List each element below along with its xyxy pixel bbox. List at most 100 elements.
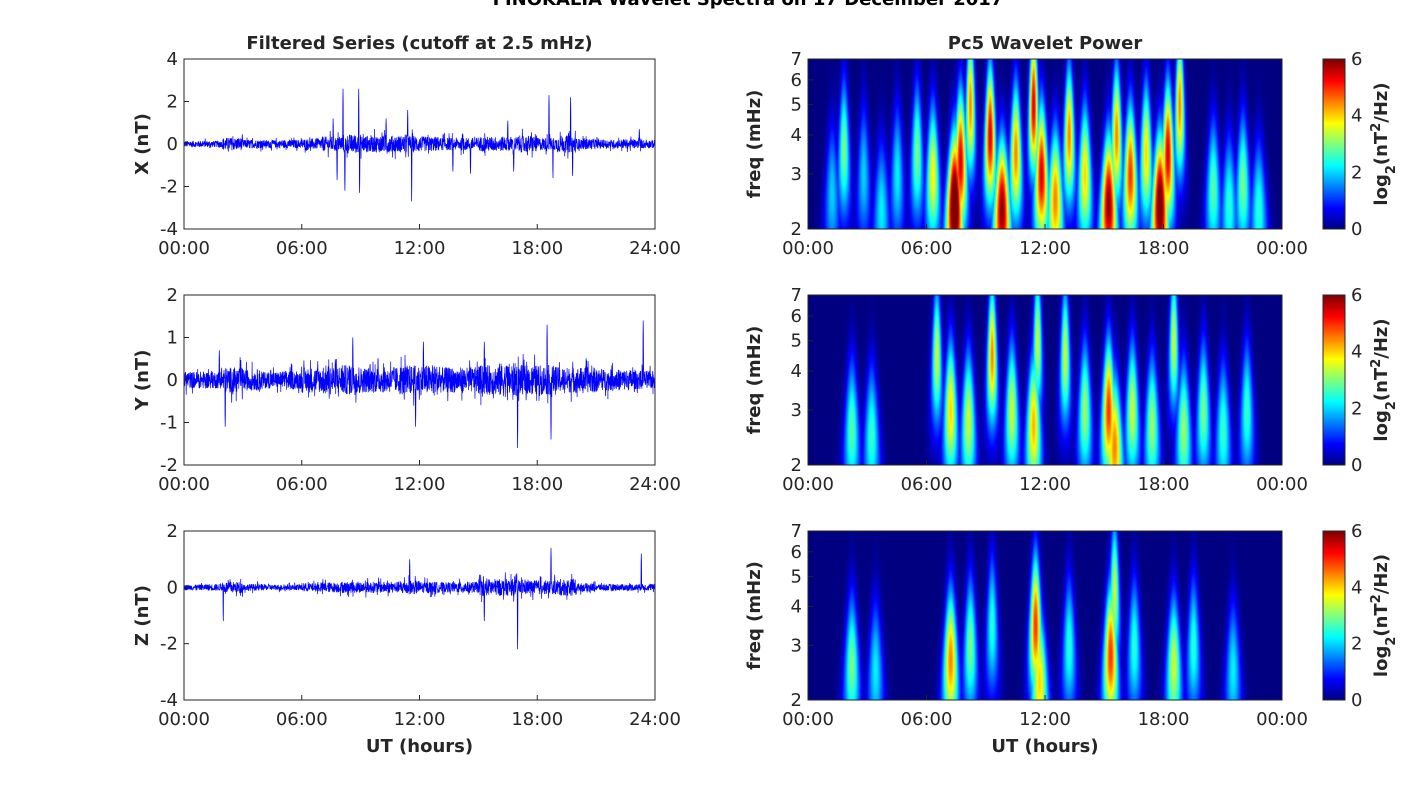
- y-tick-label: 7: [791, 285, 802, 306]
- colorbar-tick-label: 0: [1351, 690, 1362, 711]
- wavelet-panel-1: 0 2 4 6 log2(nT2/Hz) 00:00 06:00 12:00 18:00 00:0…: [744, 285, 1399, 495]
- x-tick-label: 18:00: [1138, 709, 1190, 730]
- x-tick-label: 00:00: [1256, 238, 1308, 259]
- colorbar-tick-label: 0: [1351, 219, 1362, 240]
- x-tick-label: 06:00: [901, 709, 953, 730]
- y-tick-label: 2: [791, 219, 802, 240]
- x-axis-label: UT (hours): [366, 736, 473, 757]
- colorbar-frame: [1322, 294, 1346, 466]
- y-tick-label: 5: [791, 95, 802, 116]
- subplot-title: Filtered Series (cutoff at 2.5 mHz): [246, 33, 592, 54]
- colorbar-tick-label: 2: [1351, 634, 1362, 655]
- y-tick-label: -2: [160, 455, 178, 476]
- wavelet-panel-2: 0 2 4 6 log2(nT2/Hz) 00:00 06:00 12:00 18:00 00:0…: [744, 521, 1399, 757]
- y-axis-label: Y (nT): [132, 350, 153, 412]
- x-tick-label: 18:00: [511, 474, 563, 495]
- colorbar-label: log2(nT2/Hz): [1369, 554, 1399, 677]
- y-tick-label: 3: [791, 400, 802, 421]
- x-tick-label: 00:00: [782, 709, 834, 730]
- x-tick-label: 00:00: [158, 709, 210, 730]
- axes-frame: [807, 294, 1283, 466]
- y-tick-label: -4: [160, 219, 178, 240]
- figure-title: FINOKALIA Wavelet Spectra on 17 December…: [493, 0, 1004, 10]
- colorbar-frame: [1322, 530, 1346, 701]
- y-tick-label: 4: [791, 361, 802, 382]
- y-tick-label: 6: [791, 70, 802, 91]
- y-tick-label: 0: [167, 577, 178, 598]
- x-tick-label: 06:00: [901, 238, 953, 259]
- colorbar-tick-label: 6: [1351, 49, 1362, 70]
- colorbar-tick-label: 4: [1351, 577, 1362, 598]
- y-axis-label: X (nT): [132, 113, 153, 175]
- x-tick-label: 18:00: [1138, 474, 1190, 495]
- x-tick-label: 06:00: [276, 474, 328, 495]
- x-tick-label: 18:00: [1138, 238, 1190, 259]
- y-tick-label: 7: [791, 521, 802, 542]
- y-tick-label: -2: [160, 177, 178, 198]
- colorbar-label: log2(nT2/Hz): [1369, 82, 1399, 205]
- x-tick-label: 06:00: [276, 238, 328, 259]
- colorbar-tick-label: 4: [1351, 342, 1362, 363]
- x-tick-label: 00:00: [782, 474, 834, 495]
- colorbar-tick-label: 4: [1351, 106, 1362, 127]
- y-tick-label: 2: [791, 690, 802, 711]
- x-tick-label: 00:00: [158, 238, 210, 259]
- colorbar-label: log2(nT2/Hz): [1369, 318, 1399, 441]
- x-tick-label: 24:00: [629, 238, 681, 259]
- x-tick-label: 18:00: [511, 709, 563, 730]
- y-tick-label: 2: [167, 92, 178, 113]
- x-tick-label: 24:00: [629, 474, 681, 495]
- x-tick-label: 00:00: [782, 238, 834, 259]
- wavelet-power-image: [808, 59, 1282, 229]
- series-panel-2: 00:00 06:00 12:00 18:00 24:00 -4 -2 0 2 Z (nT) UT …: [132, 521, 681, 757]
- y-tick-label: 2: [167, 285, 178, 306]
- y-tick-label: 6: [791, 542, 802, 563]
- wavelet-power-image: [808, 531, 1282, 700]
- colorbar-tick-label: 0: [1351, 455, 1362, 476]
- y-tick-label: 0: [167, 134, 178, 155]
- series-line: [183, 88, 656, 202]
- series-line: [183, 547, 656, 650]
- y-axis-label: freq (mHz): [744, 90, 765, 199]
- axes-frame: [807, 530, 1283, 701]
- x-tick-label: 12:00: [394, 474, 446, 495]
- y-tick-label: 4: [791, 596, 802, 617]
- colorbar-tick-label: 2: [1351, 398, 1362, 419]
- x-tick-label: 00:00: [1256, 709, 1308, 730]
- y-tick-label: 2: [167, 521, 178, 542]
- x-tick-label: 06:00: [901, 474, 953, 495]
- subplot-title: Pc5 Wavelet Power: [948, 33, 1143, 54]
- x-tick-label: 12:00: [1019, 474, 1071, 495]
- y-tick-label: 4: [167, 49, 178, 70]
- wavelet-panel-0: 0 2 4 6 log2(nT2/Hz) 00:00 06:00 12:00 18:00 00:0…: [744, 33, 1399, 259]
- x-tick-label: 12:00: [394, 238, 446, 259]
- wavelet-power-image: [808, 295, 1282, 465]
- colorbar: [1323, 531, 1345, 700]
- y-tick-label: 7: [791, 49, 802, 70]
- x-tick-label: 00:00: [1256, 474, 1308, 495]
- axes-frame: [807, 58, 1283, 230]
- plot-area: [184, 531, 655, 700]
- x-tick-label: 06:00: [276, 709, 328, 730]
- y-tick-label: 5: [791, 566, 802, 587]
- y-tick-label: 6: [791, 306, 802, 327]
- y-axis-label: Z (nT): [132, 585, 153, 646]
- colorbar-tick-label: 6: [1351, 521, 1362, 542]
- y-tick-label: 3: [791, 164, 802, 185]
- x-axis-label: UT (hours): [991, 736, 1098, 757]
- series-line: [183, 320, 656, 449]
- x-tick-label: 00:00: [158, 474, 210, 495]
- colorbar-tick-label: 2: [1351, 162, 1362, 183]
- y-tick-label: 5: [791, 331, 802, 352]
- colorbar: [1323, 295, 1345, 465]
- y-tick-label: -1: [160, 413, 178, 434]
- x-tick-label: 12:00: [1019, 238, 1071, 259]
- series-panel-0: 00:00 06:00 12:00 18:00 24:00 -4 -2 0 2 4 X (nT) Fi…: [132, 33, 681, 259]
- x-tick-label: 12:00: [1019, 709, 1071, 730]
- y-tick-label: -4: [160, 690, 178, 711]
- x-tick-label: 24:00: [629, 709, 681, 730]
- y-tick-label: -2: [160, 634, 178, 655]
- series-panel-1: 00:00 06:00 12:00 18:00 24:00 -2 -1 0 1 2 Y (nT): [132, 285, 681, 495]
